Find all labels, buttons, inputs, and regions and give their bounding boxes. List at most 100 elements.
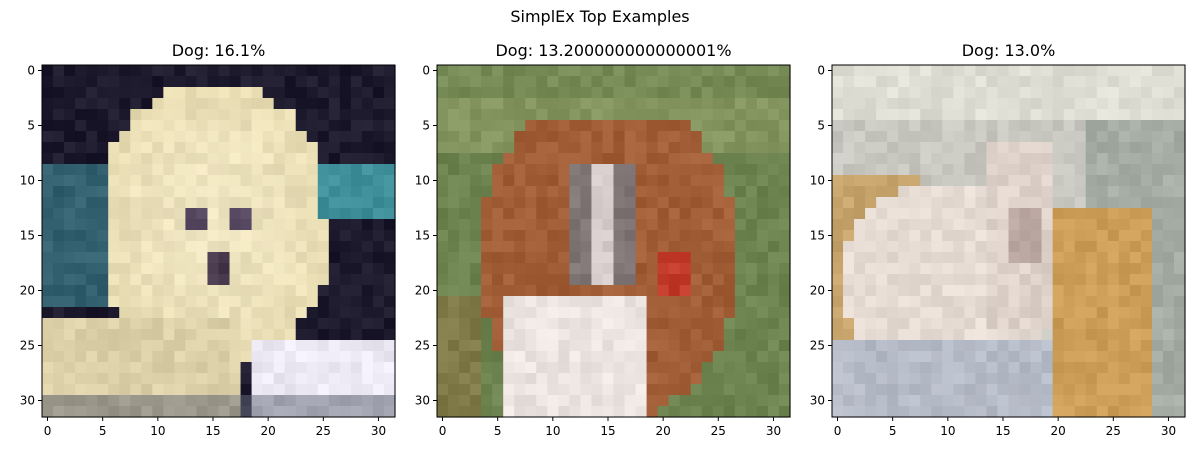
image-pixel	[525, 274, 537, 286]
image-pixel	[668, 274, 681, 286]
image-pixel	[86, 131, 98, 143]
image-pixel	[350, 395, 363, 407]
image-pixel	[580, 406, 593, 418]
image-pixel	[734, 131, 747, 143]
image-pixel	[141, 307, 153, 319]
image-pixel	[745, 318, 758, 330]
image-pixel	[920, 384, 932, 396]
image-pixel	[273, 384, 286, 396]
image-pixel	[701, 131, 714, 143]
image-pixel	[141, 362, 153, 374]
image-pixel	[569, 142, 582, 154]
image-pixel	[701, 373, 714, 385]
image-pixel	[569, 241, 582, 253]
image-pixel	[745, 230, 758, 242]
image-pixel	[119, 219, 131, 231]
image-pixel	[712, 285, 725, 297]
image-pixel	[580, 241, 593, 253]
image-pixel	[1019, 197, 1032, 209]
image-pixel	[470, 263, 482, 275]
image-pixel	[734, 109, 747, 121]
image-pixel	[372, 186, 385, 198]
image-pixel	[712, 65, 725, 77]
image-pixel	[207, 351, 220, 363]
image-pixel	[778, 197, 791, 209]
image-pixel	[591, 219, 604, 231]
image-pixel	[437, 274, 449, 286]
image-pixel	[1140, 340, 1153, 352]
image-pixel	[459, 131, 471, 143]
image-pixel	[887, 351, 899, 363]
image-pixel	[492, 98, 504, 110]
image-pixel	[591, 131, 604, 143]
image-pixel	[361, 65, 374, 77]
image-pixel	[492, 208, 504, 220]
image-pixel	[97, 76, 109, 88]
image-pixel	[503, 142, 515, 154]
image-pixel	[887, 109, 899, 121]
image-pixel	[602, 406, 615, 418]
image-pixel	[470, 395, 482, 407]
image-pixel	[953, 98, 965, 110]
image-pixel	[1008, 98, 1021, 110]
image-pixel	[767, 318, 780, 330]
image-pixel	[767, 329, 780, 341]
image-pixel	[207, 120, 220, 132]
image-pixel	[64, 164, 76, 176]
image-pixel	[459, 362, 471, 374]
image-pixel	[591, 175, 604, 187]
image-pixel	[284, 318, 297, 330]
image-pixel	[1107, 153, 1120, 165]
image-pixel	[657, 153, 670, 165]
image-pixel	[734, 230, 747, 242]
image-pixel	[130, 164, 142, 176]
image-pixel	[361, 120, 374, 132]
image-pixel	[1074, 373, 1087, 385]
image-pixel	[328, 219, 341, 231]
image-pixel	[624, 98, 637, 110]
image-pixel	[778, 362, 791, 374]
image-pixel	[42, 351, 54, 363]
image-pixel	[558, 241, 570, 253]
image-pixel	[284, 263, 297, 275]
image-pixel	[503, 230, 515, 242]
image-pixel	[690, 219, 703, 231]
image-pixel	[1162, 318, 1175, 330]
image-pixel	[1063, 153, 1076, 165]
image-pixel	[317, 252, 330, 264]
image-pixel	[679, 263, 692, 275]
image-pixel	[152, 87, 164, 99]
image-pixel	[865, 395, 877, 407]
image-pixel	[953, 263, 965, 275]
image-pixel	[481, 351, 493, 363]
image-pixel	[975, 241, 988, 253]
image-pixel	[163, 406, 175, 418]
image-pixel	[514, 109, 526, 121]
image-pixel	[251, 373, 264, 385]
image-pixel	[690, 142, 703, 154]
image-pixel	[75, 186, 87, 198]
image-pixel	[1008, 131, 1021, 143]
image-pixel	[141, 87, 153, 99]
image-pixel	[898, 241, 910, 253]
image-pixel	[229, 296, 242, 308]
image-pixel	[1085, 208, 1098, 220]
image-pixel	[53, 186, 65, 198]
image-pixel	[448, 109, 460, 121]
image-pixel	[723, 406, 736, 418]
image-pixel	[97, 197, 109, 209]
image-pixel	[229, 208, 242, 220]
image-pixel	[920, 318, 932, 330]
image-pixel	[569, 318, 582, 330]
image-pixel	[602, 98, 615, 110]
image-pixel	[536, 318, 548, 330]
image-pixel	[657, 120, 670, 132]
image-pixel	[657, 252, 670, 264]
x-tick-label: 20	[1051, 424, 1066, 438]
image-pixel	[130, 274, 142, 286]
image-pixel	[97, 219, 109, 231]
image-pixel	[163, 318, 175, 330]
image-pixel	[361, 164, 374, 176]
image-pixel	[569, 65, 582, 77]
image-pixel	[1140, 285, 1153, 297]
